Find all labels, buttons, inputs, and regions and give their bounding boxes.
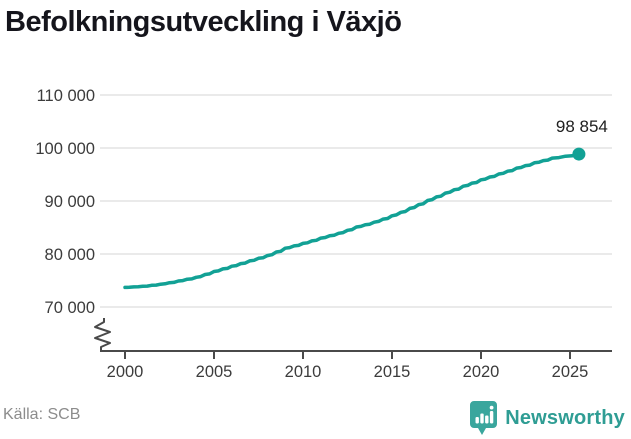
newsworthy-logo: Newsworthy [469, 400, 625, 436]
y-tick-label: 90 000 [45, 193, 95, 211]
x-tick-label: 2015 [374, 363, 411, 381]
x-tick-label: 2010 [285, 363, 322, 381]
line-chart-plot: 70 000 80 000 90 000 100 000 110 000 2000 2005… [35, 87, 612, 381]
bar-chart-speech-bubble-icon [470, 401, 498, 435]
x-tick-label: 2005 [196, 363, 233, 381]
y-tick-label: 70 000 [45, 299, 95, 317]
end-value-label: 98 854 [556, 117, 608, 136]
population-line [123, 152, 581, 290]
y-tick-label: 80 000 [45, 246, 95, 264]
y-tick-label: 110 000 [37, 87, 95, 105]
axis-break-icon [94, 318, 111, 351]
y-tick-label: 100 000 [35, 140, 95, 158]
logo-wordmark: Newsworthy [505, 406, 625, 429]
x-tick-label: 2025 [552, 363, 589, 381]
end-point-dot [572, 147, 586, 161]
source-note: Källa: SCB [3, 406, 81, 423]
x-tick-label: 2020 [463, 363, 500, 381]
chart-title: Befolkningsutveckling i Växjö [5, 6, 402, 38]
x-tick-label: 2000 [107, 363, 144, 381]
